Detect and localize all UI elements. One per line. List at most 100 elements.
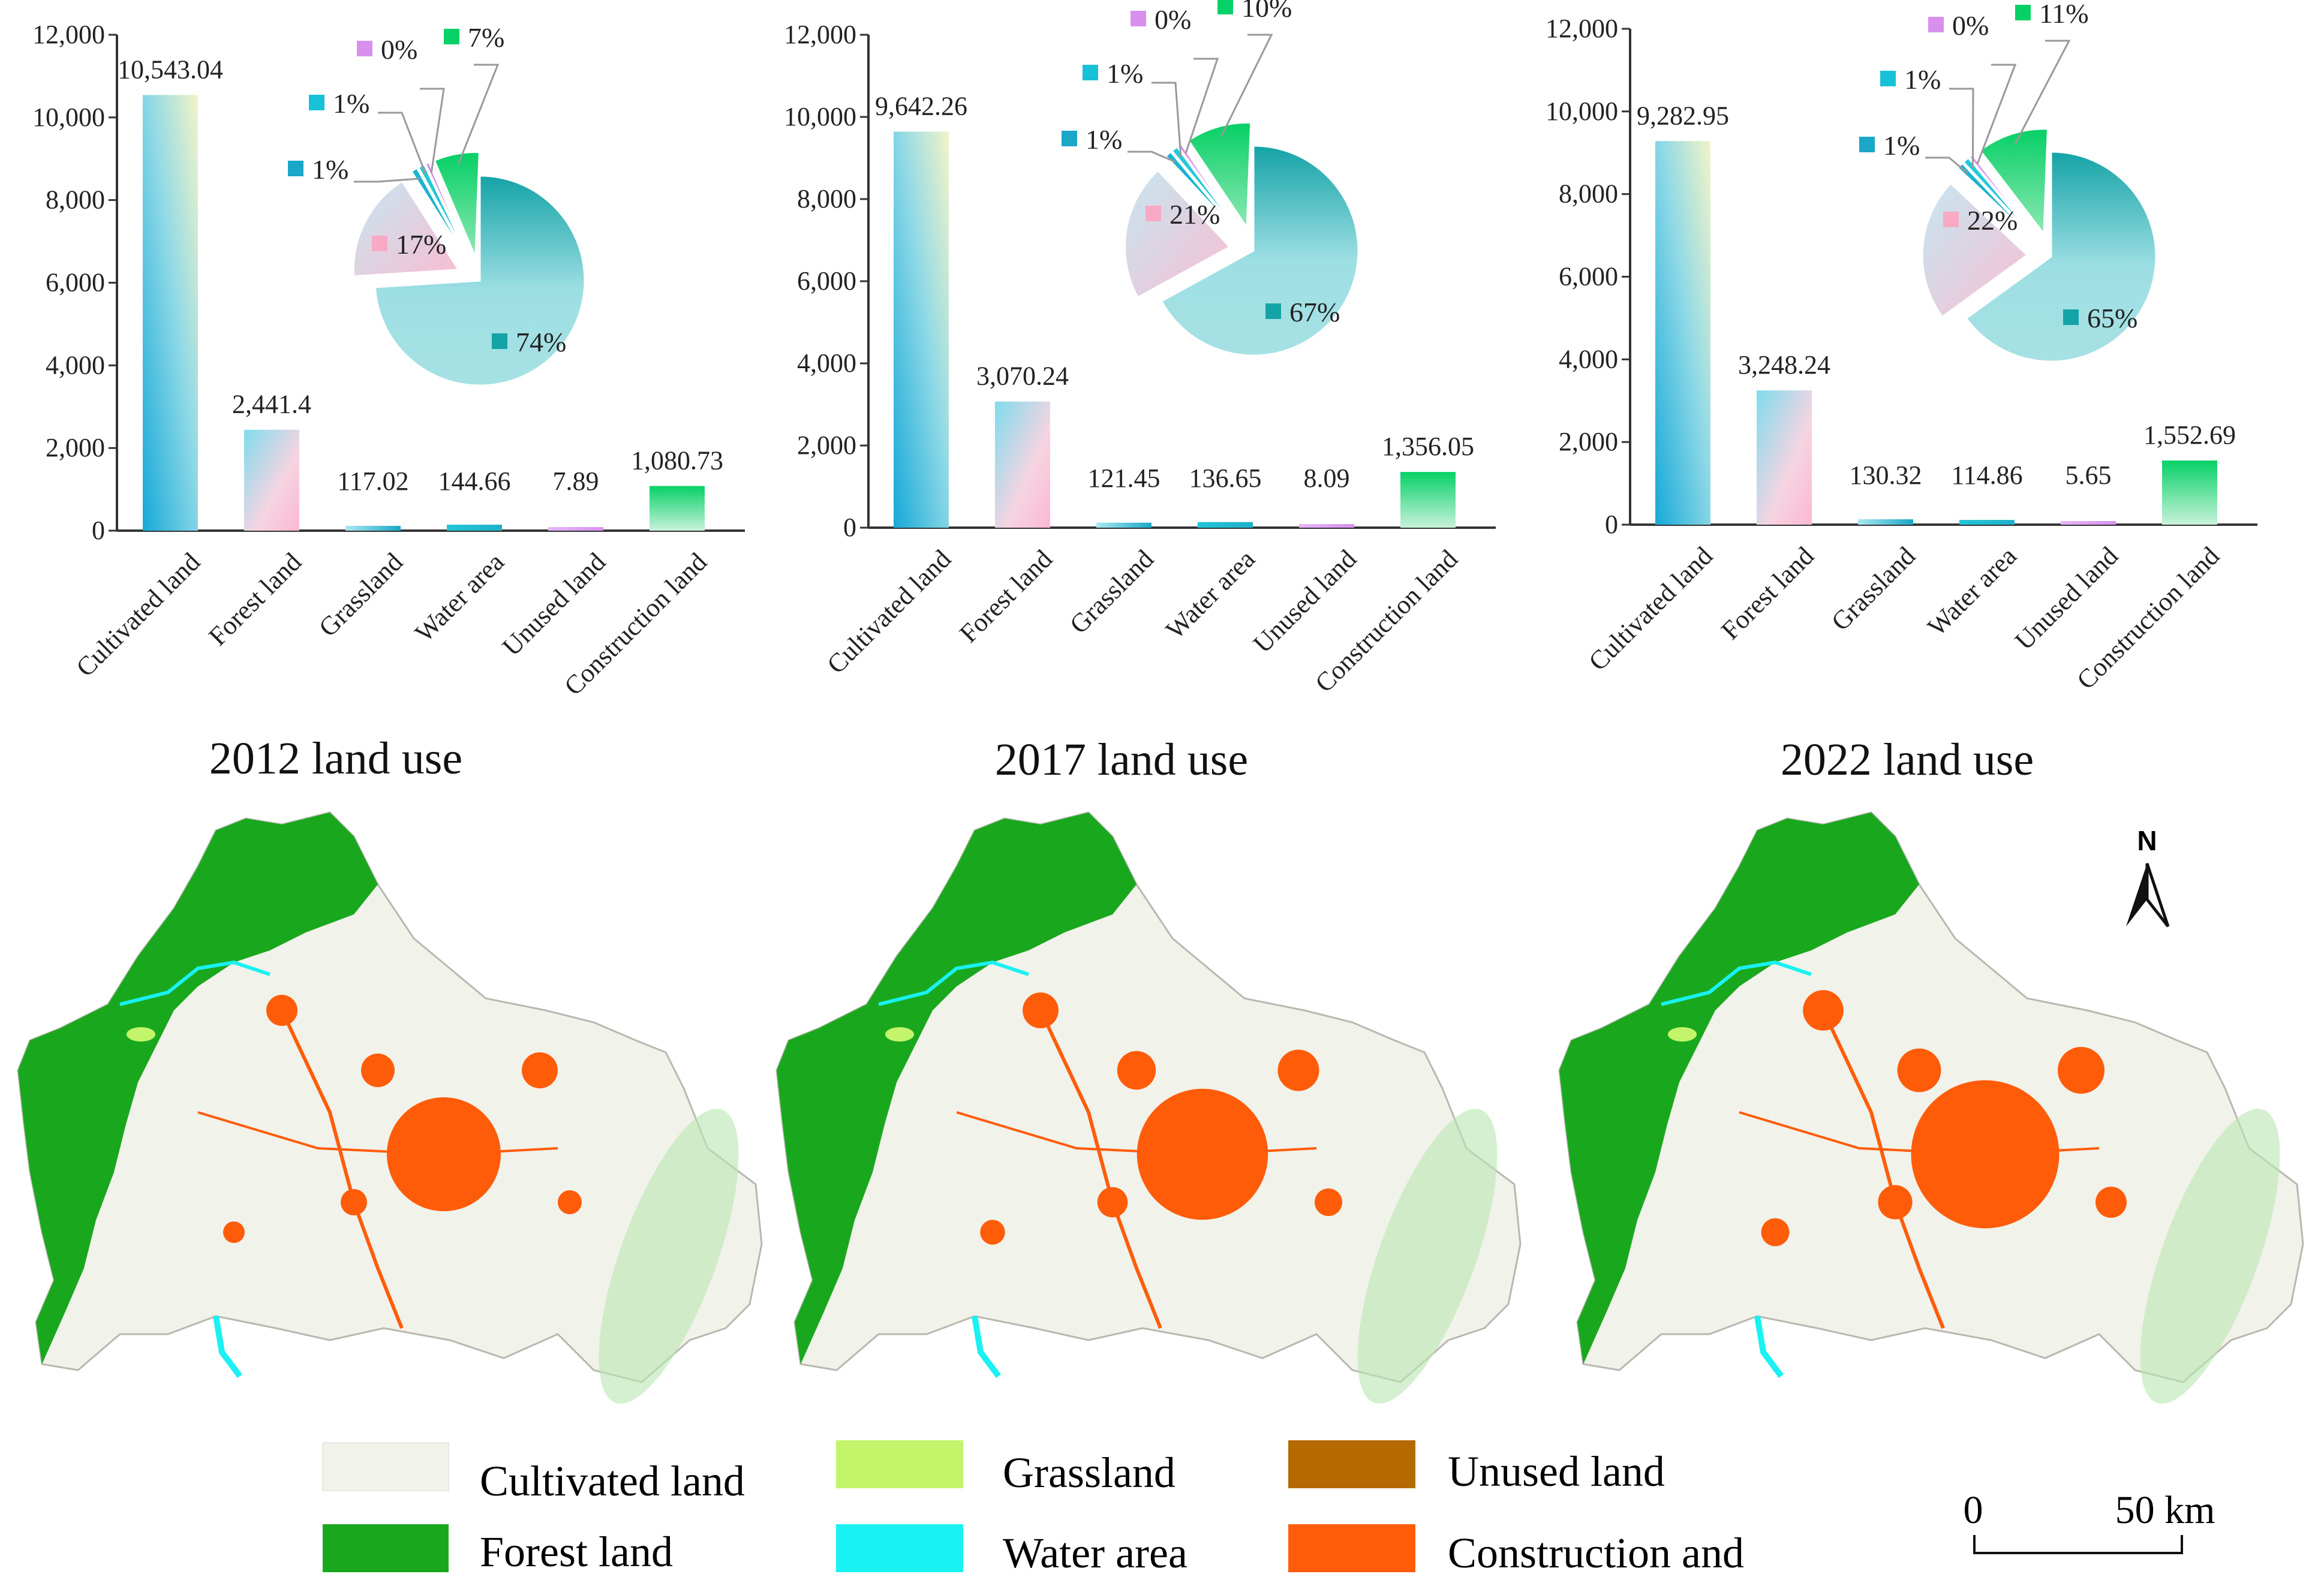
bar-cultivated-land bbox=[894, 131, 949, 528]
bar-value-label: 8.09 bbox=[1304, 464, 1350, 493]
pie-label: 1% bbox=[312, 154, 348, 185]
pie-label: 10% bbox=[1241, 0, 1292, 23]
bar-value-label: 3,070.24 bbox=[976, 362, 1069, 391]
forest-area bbox=[777, 812, 1137, 1364]
y-tick-label: 12,000 bbox=[1546, 14, 1618, 43]
pie-leader-line bbox=[1184, 58, 1219, 154]
legend-swatch bbox=[1288, 1440, 1415, 1488]
y-tick-label: 2,000 bbox=[1559, 427, 1618, 456]
river bbox=[119, 960, 270, 1006]
bar-value-label: 136.65 bbox=[1189, 464, 1262, 493]
pie-slice-grassland bbox=[1956, 162, 2035, 240]
grassland-patch bbox=[1668, 1027, 1697, 1042]
pie-label: 65% bbox=[2087, 303, 2137, 333]
pie-slice-cultivated-land bbox=[374, 174, 586, 387]
y-tick-label: 0 bbox=[92, 516, 105, 545]
bar-value-label: 1,080.73 bbox=[631, 446, 723, 475]
bar-value-label: 2,441.4 bbox=[232, 390, 311, 419]
pie-label: 21% bbox=[1169, 199, 1220, 230]
category-label: Water area bbox=[1922, 541, 2022, 642]
pie-label-marker bbox=[1131, 11, 1146, 26]
bar-construction-land bbox=[650, 486, 705, 531]
pie-slice-water-area bbox=[1170, 145, 1240, 233]
scale-bar: 0 50 km bbox=[1964, 1488, 2215, 1554]
pie-label: 0% bbox=[1952, 10, 1989, 41]
chart-2012: 0 2,000 4,000 6,000 8,000 10,000 12,000 10,543.… bbox=[32, 20, 745, 784]
bar-value-label: 130.32 bbox=[1850, 461, 1922, 490]
legend-label: Construction and bbox=[1448, 1529, 1744, 1577]
legend-item-water: Water area bbox=[836, 1524, 1187, 1577]
y-tick-label: 2,000 bbox=[46, 433, 105, 462]
road bbox=[280, 1009, 404, 1329]
pie-label-marker bbox=[1943, 212, 1959, 227]
river bbox=[1661, 960, 1812, 1006]
river bbox=[878, 960, 1029, 1006]
pie-label: 7% bbox=[468, 22, 504, 53]
bar-value-label: 3,248.24 bbox=[1738, 350, 1830, 380]
forest-area bbox=[18, 812, 378, 1364]
pie-slice-grassland bbox=[410, 167, 468, 261]
bar-value-label: 121.45 bbox=[1088, 464, 1161, 493]
bar-value-label: 144.66 bbox=[438, 467, 511, 496]
pie-slice-construction-land bbox=[433, 151, 480, 258]
bar-forest-land bbox=[995, 401, 1050, 528]
pie-label-marker bbox=[1146, 206, 1161, 221]
road bbox=[1739, 1111, 2100, 1156]
legend-label: Grassland bbox=[1003, 1449, 1175, 1497]
legend-swatch bbox=[836, 1440, 963, 1488]
bar-unused-land bbox=[1299, 524, 1354, 528]
pie-leader-line bbox=[354, 177, 420, 183]
pie-slice-water-area bbox=[1962, 157, 2036, 240]
pie-leader-line bbox=[2014, 40, 2071, 145]
pie-label-marker bbox=[1083, 65, 1098, 80]
pie-label-marker bbox=[1062, 131, 1077, 146]
pie-label: 1% bbox=[1086, 124, 1122, 155]
urban-patch bbox=[1315, 1188, 1342, 1216]
bar-forest-land bbox=[1757, 390, 1812, 525]
pie-label-marker bbox=[444, 29, 459, 44]
category-label: Forest land bbox=[203, 547, 307, 651]
pie-slice-forest-land bbox=[1123, 169, 1231, 299]
reservoir bbox=[1754, 1316, 1784, 1378]
y-tick-label: 10,000 bbox=[1546, 97, 1618, 126]
urban-patch bbox=[1761, 1218, 1790, 1247]
reservoir bbox=[213, 1316, 242, 1378]
pie-leader-line bbox=[1949, 88, 1974, 168]
pie-label-marker bbox=[309, 95, 324, 110]
y-tick-label: 4,000 bbox=[1559, 344, 1618, 374]
category-label: Forest land bbox=[1715, 541, 1820, 645]
pie-label: 74% bbox=[516, 327, 566, 357]
bar-cultivated-land bbox=[1655, 141, 1710, 525]
y-tick-label: 8,000 bbox=[797, 184, 856, 213]
road bbox=[956, 1111, 1317, 1156]
forest-area bbox=[1559, 812, 1919, 1364]
pie-slice-cultivated-land bbox=[1965, 151, 2157, 363]
pie-slice-cultivated-land bbox=[1160, 145, 1360, 357]
category-label: Cultivated land bbox=[821, 544, 957, 679]
y-tick-label: 10,000 bbox=[784, 102, 856, 131]
category-label: Grassland bbox=[1064, 544, 1159, 639]
legend-swatch bbox=[836, 1524, 963, 1572]
legend-item-forest: Forest land bbox=[323, 1524, 673, 1576]
pie-label-marker bbox=[1217, 0, 1233, 14]
road bbox=[197, 1111, 558, 1156]
y-tick-label: 6,000 bbox=[1559, 262, 1618, 291]
legend-label: Cultivated land bbox=[480, 1457, 745, 1505]
bar-unused-land bbox=[2061, 521, 2116, 525]
chart-title: 2022 land use bbox=[1781, 735, 2034, 785]
pie-slice-unused-land bbox=[424, 161, 471, 260]
category-label: Forest land bbox=[954, 544, 1058, 648]
legend-label: Forest land bbox=[480, 1528, 673, 1576]
bar-value-label: 7.89 bbox=[553, 467, 599, 496]
bar-grassland bbox=[1096, 522, 1152, 528]
pie-label: 1% bbox=[1107, 58, 1143, 89]
hill-forest-strip bbox=[1357, 1109, 1498, 1404]
urban-patch bbox=[2095, 1187, 2127, 1218]
category-label: Water area bbox=[1160, 544, 1261, 645]
bar-water-area bbox=[1959, 520, 2015, 525]
map-2022 bbox=[1558, 811, 2304, 1404]
map-legend: Cultivated land Forest land Grassland Wa… bbox=[322, 1440, 1744, 1577]
urban-patch bbox=[361, 1054, 395, 1087]
bar-value-label: 9,642.26 bbox=[875, 92, 967, 121]
